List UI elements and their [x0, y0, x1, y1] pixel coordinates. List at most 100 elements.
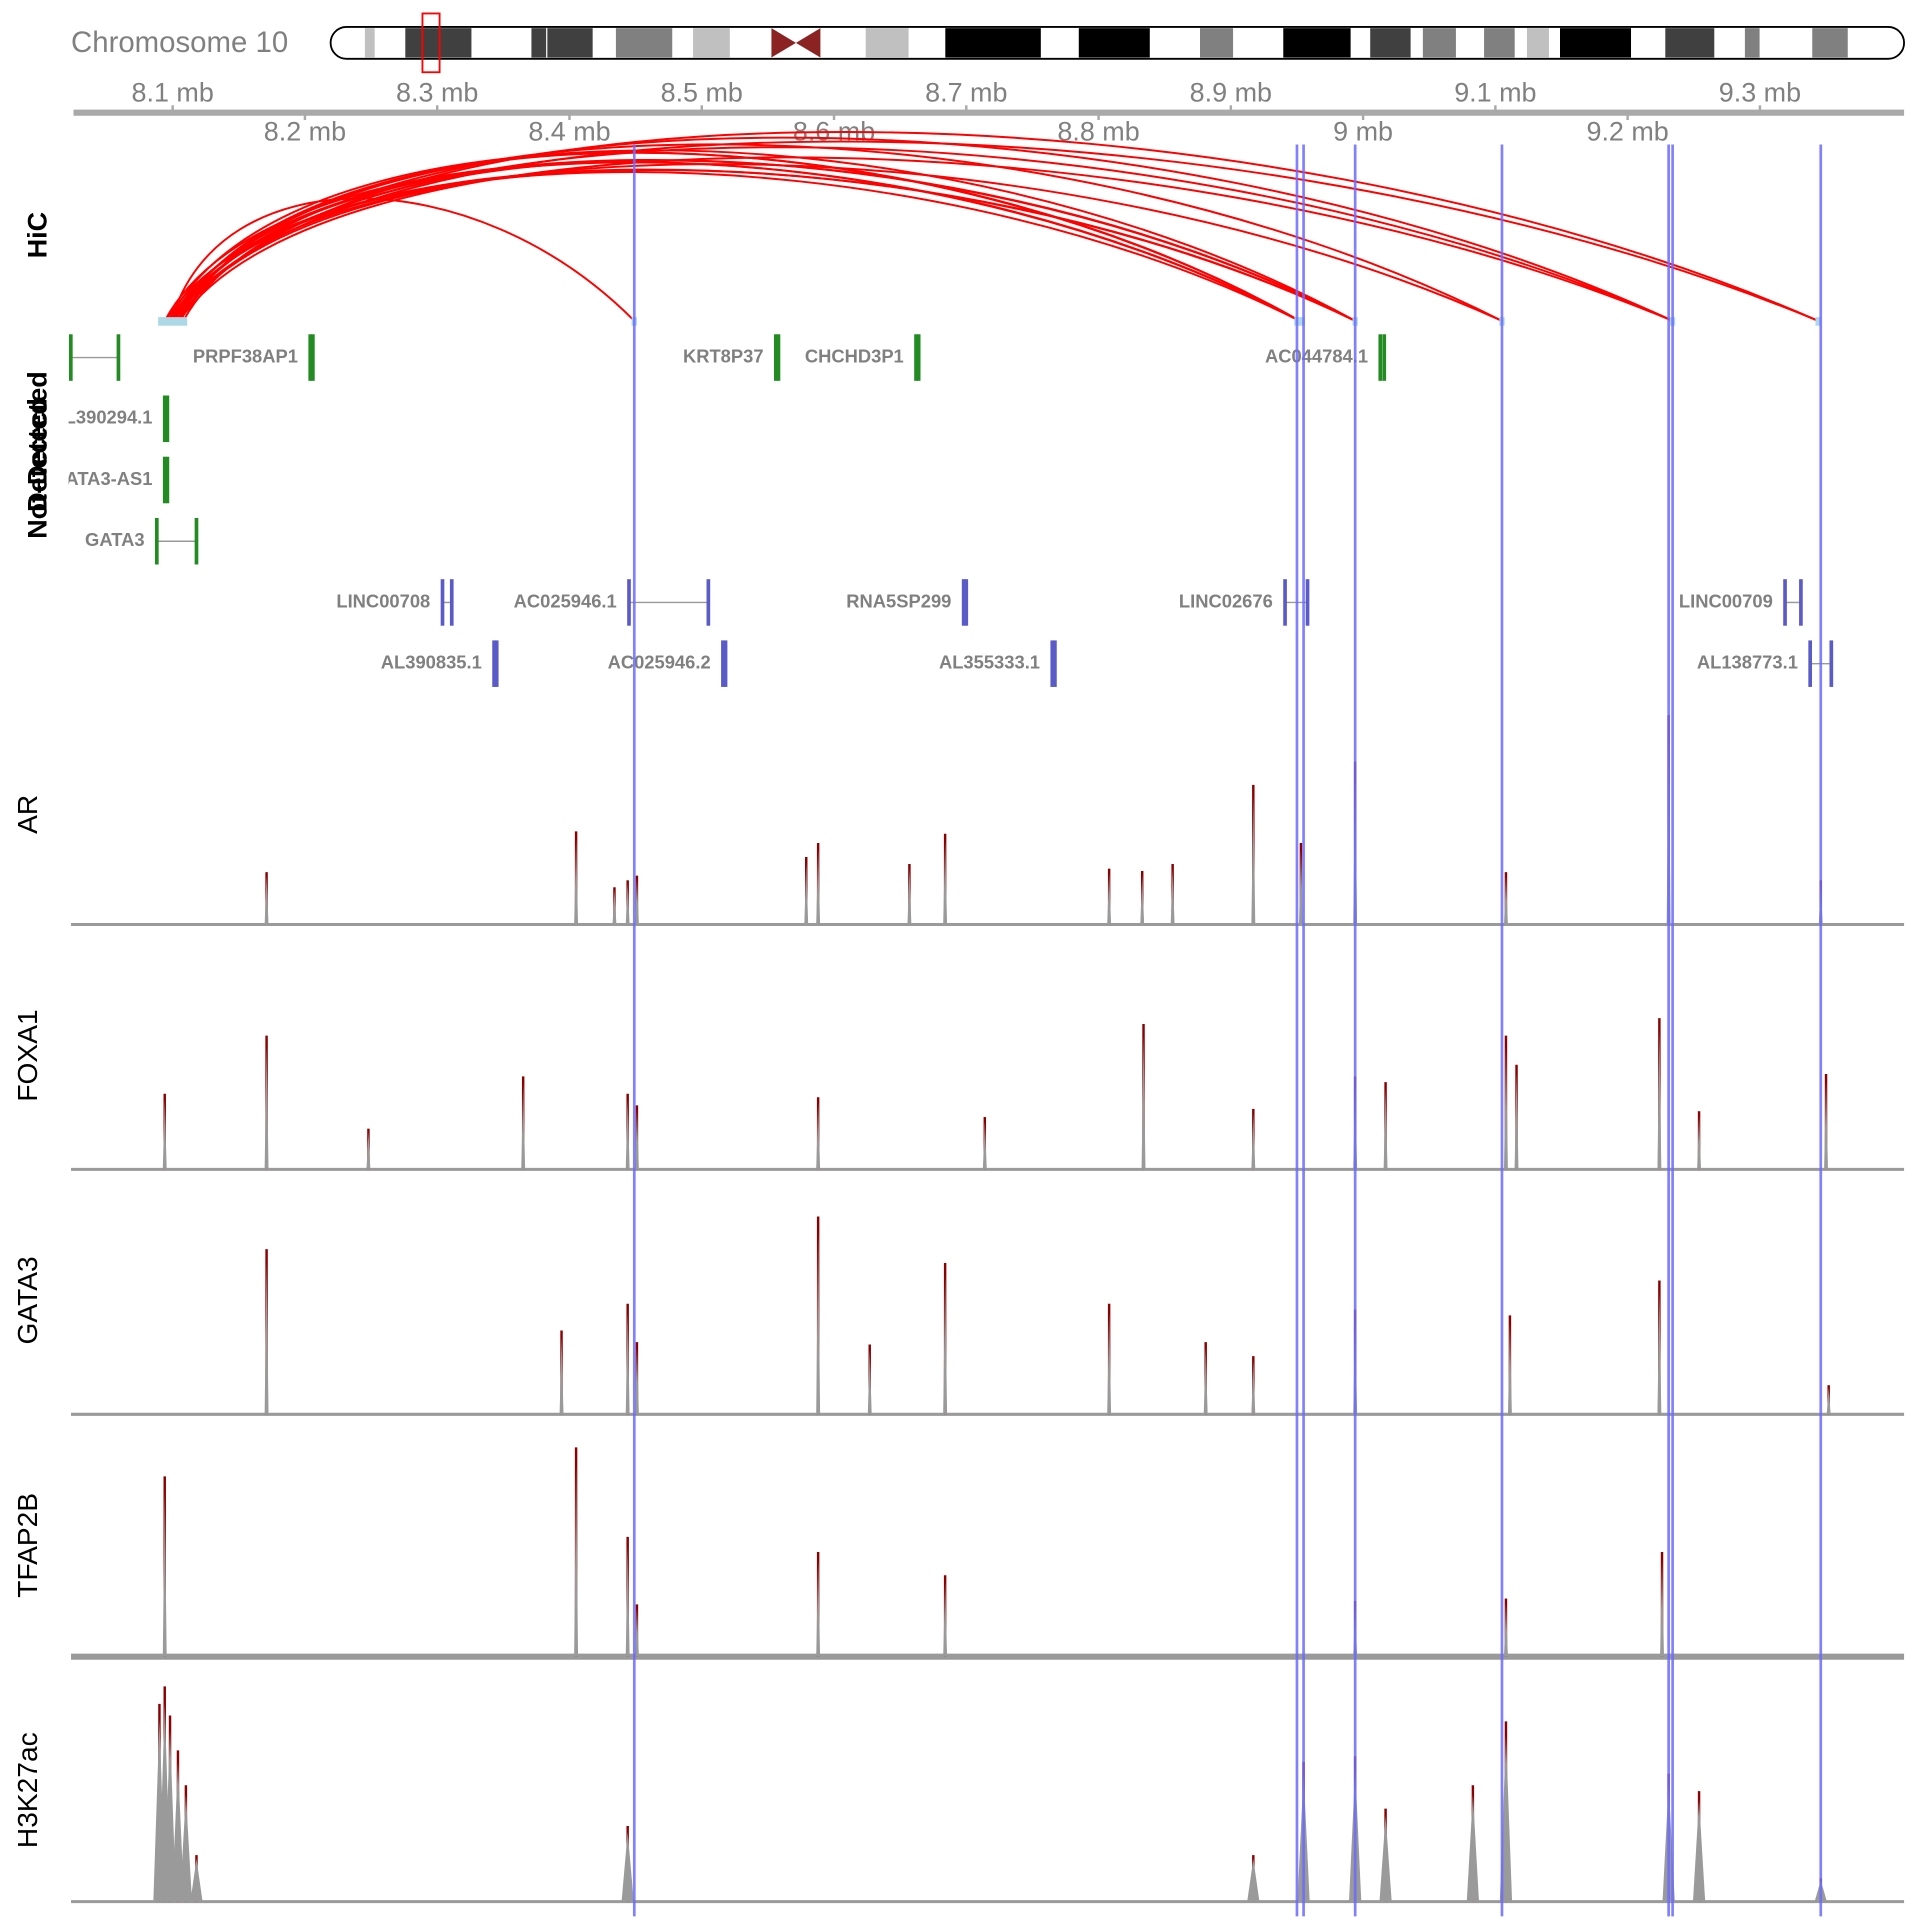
gene-label: KRT8P37	[683, 345, 764, 366]
track-label: HiC	[22, 212, 52, 258]
peak-overlay	[625, 1312, 630, 1415]
peak-overlay	[625, 1099, 630, 1170]
peak-overlay	[1503, 1046, 1508, 1170]
peak-overlay	[1379, 1816, 1392, 1902]
peak-overlay	[1657, 1030, 1662, 1170]
hic-arc	[171, 140, 1819, 322]
peak-overlay	[162, 1099, 167, 1170]
exon	[492, 640, 496, 687]
exon	[1050, 640, 1055, 687]
x-tick-label: 8.4 mb	[528, 117, 610, 147]
exon	[627, 579, 631, 626]
gene-label: AL355333.1	[939, 652, 1040, 673]
exon	[723, 640, 728, 687]
gene-label: LINC00709	[1679, 590, 1773, 611]
track-label: Detected	[22, 398, 52, 512]
peak-overlay	[943, 841, 948, 925]
peak-overlay	[1203, 1347, 1208, 1415]
peak-overlay	[1141, 1035, 1146, 1170]
gene-label: LINC02676	[1179, 590, 1273, 611]
track-label: Not-Detected	[22, 371, 52, 539]
x-tick-label: 8.2 mb	[264, 117, 346, 147]
peak-overlay	[1140, 875, 1145, 925]
exon	[776, 334, 781, 381]
peak-overlay	[1107, 1312, 1112, 1415]
peak-overlay	[982, 1121, 987, 1170]
peak-overlay	[625, 1546, 630, 1657]
exon	[1829, 640, 1834, 687]
gene-label: CHCHD3P1	[805, 345, 904, 366]
gene-label: GATA3-AS1	[51, 468, 152, 489]
peak-overlay	[1697, 1115, 1702, 1170]
exon	[116, 334, 121, 381]
peak-overlay	[162, 1490, 167, 1657]
exon	[449, 579, 454, 626]
peak-overlay	[264, 1046, 269, 1170]
peak-overlay	[621, 1832, 634, 1902]
peak-overlay	[574, 1464, 579, 1657]
exon	[162, 395, 167, 443]
peak-overlay	[264, 1262, 269, 1415]
peak-overlay	[804, 862, 809, 925]
peak-overlay	[1251, 796, 1256, 925]
peak-overlay	[163, 1730, 177, 1902]
exon	[1799, 579, 1803, 626]
peak-overlay	[634, 879, 639, 925]
peak-overlay	[1507, 1323, 1512, 1415]
peak-overlay	[634, 1608, 639, 1657]
hic-arc	[182, 159, 1356, 322]
peak-overlay	[1170, 868, 1175, 925]
peak-overlay	[1298, 849, 1303, 925]
gene-label: AL138773.1	[1697, 652, 1798, 673]
gene-label: RNA5SP299	[846, 590, 951, 611]
x-tick-label: 9.3 mb	[1719, 77, 1801, 107]
peak-overlay	[179, 1794, 193, 1902]
gene-label: AC044784.1	[1265, 345, 1368, 366]
ideogram	[329, 12, 1905, 74]
peak-overlay	[816, 849, 821, 925]
exon	[1305, 579, 1310, 626]
hic-arc	[173, 149, 1356, 322]
gene-label: AL390835.1	[381, 652, 482, 673]
exon	[194, 517, 199, 565]
peak-overlay	[1251, 1360, 1256, 1415]
peak-overlay	[816, 1232, 821, 1415]
peak-overlay	[521, 1083, 526, 1170]
chromosome-label: Chromosome 10	[71, 26, 288, 59]
peak-overlay	[1247, 1858, 1260, 1902]
exon	[165, 395, 170, 443]
gene-label: AL390294.1	[51, 407, 152, 428]
track-label: H3K27ac	[12, 1732, 43, 1848]
exon	[162, 456, 167, 504]
peak-overlay	[612, 890, 617, 925]
x-tick-label: 9 mb	[1333, 117, 1393, 147]
x-tick-label: 8.5 mb	[661, 77, 743, 107]
exon	[308, 334, 313, 381]
exon	[440, 579, 445, 626]
peak-overlay	[1514, 1073, 1519, 1170]
exon	[1808, 640, 1813, 687]
exon	[1783, 579, 1787, 626]
gene-label: LINC00708	[336, 590, 430, 611]
peak-overlay	[816, 1103, 821, 1170]
gene-area: PRPF38AP1 KRT8P37 CHCHD3P1 AC044784.1 AL3902…	[51, 334, 1834, 687]
hic-arc	[175, 163, 1503, 322]
x-tick-label: 8.9 mb	[1190, 77, 1272, 107]
hic-anchor	[158, 317, 188, 326]
peak-overlay	[574, 838, 579, 925]
peak-overlay	[1826, 1387, 1831, 1415]
peak-overlay	[366, 1131, 371, 1170]
peak-overlay	[1383, 1089, 1388, 1170]
exon	[1053, 640, 1057, 687]
track-label: TFAP2B	[12, 1493, 43, 1598]
exon	[1283, 579, 1287, 626]
exon	[494, 640, 499, 687]
peak-overlay	[1251, 1113, 1256, 1170]
peak-overlay	[1466, 1794, 1480, 1902]
peak-overlay	[907, 868, 912, 925]
peak-overlay	[171, 1762, 185, 1902]
peak-overlay	[867, 1350, 872, 1415]
track-label: GATA3	[12, 1256, 43, 1344]
peak-overlay	[1107, 873, 1112, 925]
